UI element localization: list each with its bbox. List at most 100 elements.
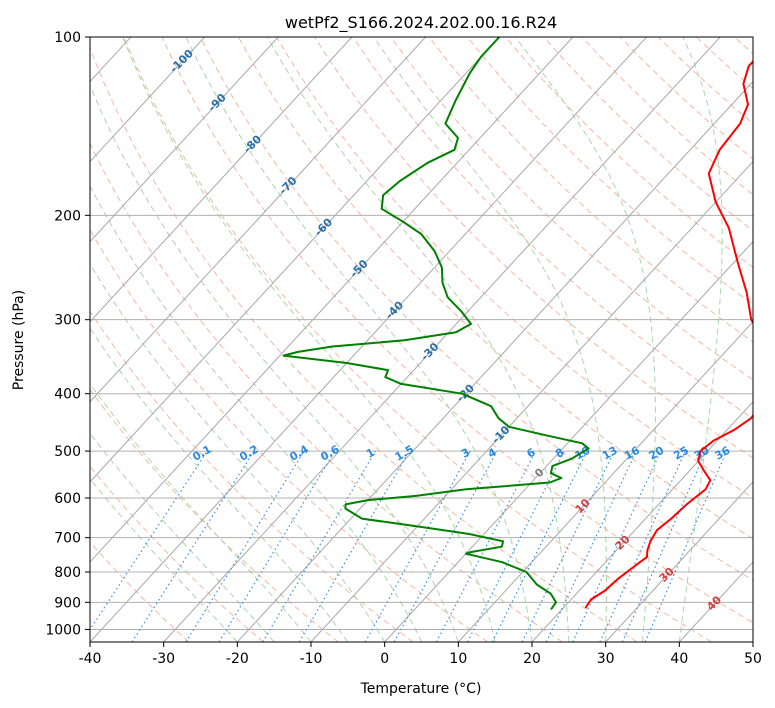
isotherm-line <box>90 37 500 483</box>
dry-adiabat <box>90 142 563 642</box>
isotherm-line <box>163 37 721 642</box>
mixing-ratio-line <box>393 450 498 642</box>
mixing-ratio-line <box>90 450 208 631</box>
plot-frame <box>89 36 754 643</box>
mixing-ratio-line <box>131 450 255 642</box>
y-axis-label: Pressure (hPa) <box>11 290 27 390</box>
mixing-ratio-label: 3 <box>459 446 472 461</box>
isotherm-line <box>384 240 753 642</box>
dry-adiabat <box>123 37 712 642</box>
dry-adiabat <box>352 37 753 420</box>
mixing-ratio-label: 25 <box>671 444 691 463</box>
dry-adiabat <box>734 37 753 55</box>
dry-adiabat <box>90 541 190 642</box>
dry-adiabat <box>90 465 264 642</box>
dry-adiabat <box>90 388 339 642</box>
x-tick-label: 20 <box>523 651 541 667</box>
isotherm-line <box>678 561 753 642</box>
moist-adiabat <box>90 383 312 642</box>
y-tick-label: 700 <box>54 531 81 547</box>
y-tick-label: 800 <box>54 565 81 581</box>
mixing-ratio-line <box>599 450 686 642</box>
y-tick-label: 1000 <box>45 622 81 638</box>
mixing-ratio-label: 4 <box>486 445 499 460</box>
mixing-ratio-label: 13 <box>600 444 620 463</box>
isotherm-line <box>236 80 753 642</box>
dry-adiabat <box>390 37 753 381</box>
dry-adiabat <box>619 37 753 160</box>
mixing-ratio-label: 20 <box>646 444 666 463</box>
moist-adiabat <box>90 478 238 642</box>
isotherm-line <box>90 37 205 163</box>
mixing-ratio-line <box>521 450 615 642</box>
y-tick-label: 500 <box>54 444 81 460</box>
dry-adiabat <box>314 37 753 459</box>
mixing-ratio-label: 0.4 <box>287 442 311 463</box>
moist-adiabat <box>90 432 275 642</box>
x-tick-label: 50 <box>744 651 762 667</box>
mixing-ratio-label: 36 <box>713 444 733 463</box>
mixing-ratio-line <box>466 450 565 642</box>
moist-adiabat <box>514 37 656 642</box>
isotherm-line <box>90 37 647 642</box>
x-axis-label: Temperature (°C) <box>360 681 482 697</box>
dry-adiabat <box>543 37 753 232</box>
mixing-ratio-label: 1 <box>364 446 377 461</box>
isotherm-line <box>90 37 426 403</box>
x-tick-label: 30 <box>597 651 615 667</box>
moist-adiabat <box>122 37 496 642</box>
dry-adiabat <box>428 37 753 343</box>
dry-adiabat <box>90 228 488 642</box>
moist-adiabat <box>90 84 459 642</box>
isotherm-line <box>90 37 279 243</box>
isotherm-line <box>90 37 353 323</box>
isotherm-line <box>531 401 753 642</box>
mixing-ratio-line <box>364 450 471 642</box>
x-tick-label: -10 <box>300 651 323 667</box>
mixing-ratio-label: 16 <box>622 444 642 463</box>
x-tick-label: 10 <box>449 651 467 667</box>
dry-adiabat <box>276 37 753 499</box>
mixing-ratio-line <box>298 450 410 642</box>
isotherm-line <box>752 641 753 642</box>
y-tick-label: 900 <box>54 595 81 611</box>
moist-adiabat <box>90 263 386 642</box>
mixing-ratio-line <box>262 450 376 642</box>
x-tick-label: 40 <box>670 651 688 667</box>
isotherm-line <box>90 37 574 563</box>
dewpoint-profile <box>282 37 590 610</box>
dry-adiabat <box>237 37 753 540</box>
moist-adiabat <box>90 327 349 642</box>
moist-adiabat <box>266 37 570 642</box>
dry-adiabat <box>90 46 638 642</box>
moist-adiabat <box>90 184 422 642</box>
y-tick-label: 300 <box>54 313 81 329</box>
dry-adiabat <box>199 37 753 581</box>
isotherm-line <box>0 37 57 642</box>
mixing-ratio-label: 6 <box>525 445 538 460</box>
dry-adiabat <box>161 37 753 624</box>
temperature-profile <box>584 60 753 609</box>
y-tick-label: 200 <box>54 208 81 224</box>
x-tick-label: -20 <box>226 651 249 667</box>
mixing-ratio-line <box>185 450 305 642</box>
isotherm-line <box>310 160 753 642</box>
mixing-ratio-line <box>218 450 336 642</box>
mixing-ratio-label: 1.5 <box>393 443 416 464</box>
isotherm-line <box>605 481 753 642</box>
x-tick-label: 0 <box>380 651 389 667</box>
y-tick-label: 600 <box>54 491 81 507</box>
x-tick-label: -30 <box>152 651 175 667</box>
y-tick-label: 100 <box>54 30 81 46</box>
dry-adiabat <box>581 37 753 196</box>
x-tick-label: -40 <box>79 651 102 667</box>
mixing-ratio-line <box>545 450 637 642</box>
chart-title: wetPf2_S166.2024.202.00.16.R24 <box>285 13 557 33</box>
moist-adiabat <box>373 37 607 642</box>
moist-adiabat <box>678 37 723 642</box>
y-tick-label: 400 <box>54 387 81 403</box>
mixing-ratio-line <box>621 450 707 642</box>
isotherm-line <box>457 320 753 642</box>
